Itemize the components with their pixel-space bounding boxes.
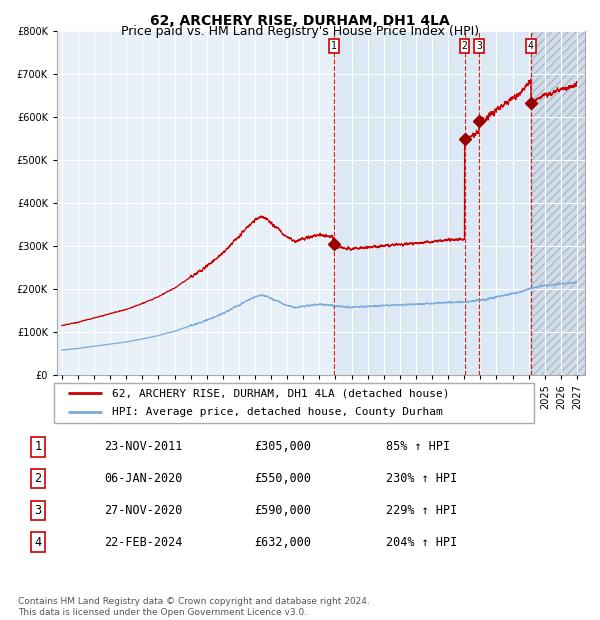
Bar (531, 31, 585, 375)
Text: 4: 4 (34, 536, 41, 549)
FancyBboxPatch shape (54, 383, 534, 423)
Text: 2: 2 (34, 472, 41, 485)
Text: 3: 3 (34, 504, 41, 517)
Text: £590,000: £590,000 (254, 504, 311, 517)
Text: 3: 3 (476, 41, 482, 51)
Text: 62, ARCHERY RISE, DURHAM, DH1 4LA: 62, ARCHERY RISE, DURHAM, DH1 4LA (150, 14, 450, 28)
Text: Price paid vs. HM Land Registry's House Price Index (HPI): Price paid vs. HM Land Registry's House … (121, 25, 479, 38)
Text: 229% ↑ HPI: 229% ↑ HPI (386, 504, 458, 517)
Text: 85% ↑ HPI: 85% ↑ HPI (386, 440, 451, 453)
Text: 1: 1 (331, 41, 337, 51)
Text: £305,000: £305,000 (254, 440, 311, 453)
Text: 2: 2 (461, 41, 467, 51)
Text: 27-NOV-2020: 27-NOV-2020 (104, 504, 182, 517)
Text: 06-JAN-2020: 06-JAN-2020 (104, 472, 182, 485)
Text: 23-NOV-2011: 23-NOV-2011 (104, 440, 182, 453)
Text: HPI: Average price, detached house, County Durham: HPI: Average price, detached house, Coun… (112, 407, 442, 417)
Text: 22-FEB-2024: 22-FEB-2024 (104, 536, 182, 549)
Text: 230% ↑ HPI: 230% ↑ HPI (386, 472, 458, 485)
Text: £632,000: £632,000 (254, 536, 311, 549)
Text: £550,000: £550,000 (254, 472, 311, 485)
Bar (334, 31, 531, 375)
Text: Contains HM Land Registry data © Crown copyright and database right 2024.
This d: Contains HM Land Registry data © Crown c… (18, 598, 370, 617)
Text: 62, ARCHERY RISE, DURHAM, DH1 4LA (detached house): 62, ARCHERY RISE, DURHAM, DH1 4LA (detac… (112, 388, 449, 399)
Text: 4: 4 (528, 41, 533, 51)
Text: 1: 1 (34, 440, 41, 453)
Text: 204% ↑ HPI: 204% ↑ HPI (386, 536, 458, 549)
Bar (531, 31, 585, 375)
